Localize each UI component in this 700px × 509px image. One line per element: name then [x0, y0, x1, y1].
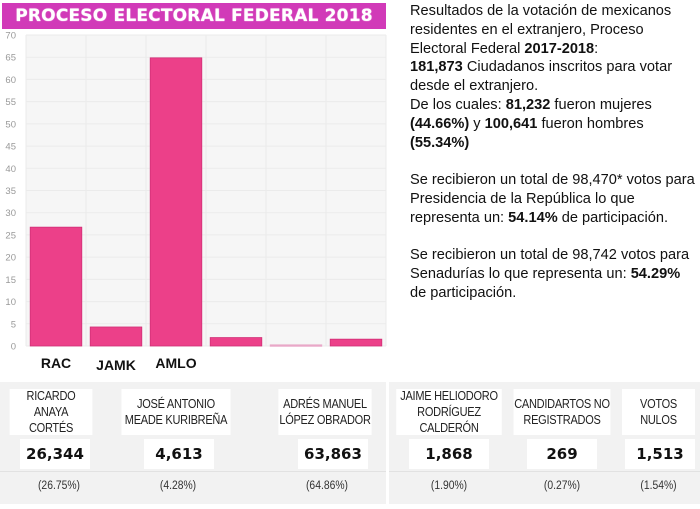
- name-line: JOSÉ ANTONIO: [137, 397, 215, 411]
- vote-count: 63,863: [298, 439, 368, 469]
- registered-count: 181,873: [410, 59, 463, 76]
- name-line: CANDIDARTOS NO: [514, 397, 610, 411]
- bar-chart: 0 5 10 15 20 25 30 35 40 45 50 55 60 65 70 RAC JAMK AMLO: [0, 29, 388, 374]
- gender-text-3: fueron hombres: [537, 115, 644, 132]
- bar-item-4: [209, 337, 263, 347]
- name-line: MEADE KURIBREÑA: [124, 413, 228, 427]
- x-tick-label: JAMK: [96, 357, 136, 373]
- y-tick-label: 35: [5, 186, 16, 197]
- vote-percent: (4.28%): [159, 480, 197, 492]
- gender-text-2: y: [469, 115, 485, 132]
- name-line: CORTÉS: [28, 421, 74, 435]
- chart-title: PROCESO ELECTORAL FEDERAL 2018: [2, 3, 386, 29]
- name-line: RICARDO ANAYA: [26, 389, 76, 419]
- senate-text: Se recibieron un total de 98,742 votos p…: [410, 247, 690, 283]
- y-tick-label: 20: [5, 253, 16, 264]
- summary-colon: :: [594, 40, 599, 57]
- result-column: JOSÉ ANTONIO MEADE KURIBREÑA 4,613 (4.28%…: [114, 382, 242, 504]
- results-table-right: JAIME HELIODORO RODRÍGUEZ CALDERÓN 1,868 …: [389, 382, 700, 504]
- registered-text: Ciudadanos inscritos para votar desde el…: [410, 59, 673, 95]
- y-tick-label: 50: [5, 119, 16, 130]
- vote-count: 269: [527, 439, 597, 469]
- candidate-name: CANDIDARTOS NO REGISTRADOS: [513, 389, 611, 435]
- y-tick-label: 10: [5, 297, 16, 308]
- women-count: 81,232: [505, 96, 551, 113]
- candidate-name: JAIME HELIODORO RODRÍGUEZ CALDERÓN: [396, 389, 502, 435]
- vote-count: 26,344: [20, 439, 90, 469]
- row-divider: [389, 471, 700, 472]
- vote-percent: (26.75%): [37, 480, 80, 492]
- summary-years: 2017-2018: [524, 40, 595, 57]
- bar-item-5: [269, 344, 323, 347]
- candidate-name: ADRÉS MANUEL LÓPEZ OBRADOR: [278, 389, 372, 435]
- vote-percent: (1.90%): [430, 480, 468, 492]
- candidate-name: JOSÉ ANTONIO MEADE KURIBREÑA: [121, 389, 231, 435]
- vote-percent: (0.27%): [543, 480, 581, 492]
- presidency-text-end: de participación.: [557, 209, 669, 226]
- name-line: REGISTRADOS: [523, 413, 601, 427]
- x-tick-label: AMLO: [155, 355, 196, 371]
- bar-item-6: [329, 338, 383, 347]
- women-pct: (44.66%): [410, 115, 470, 132]
- y-tick-label: 15: [5, 275, 16, 286]
- y-tick-label: 55: [5, 97, 16, 108]
- presidency-pct: 54.14%: [508, 209, 558, 226]
- summary-intro-text: Resultados de la votación de mexicanos r…: [410, 3, 672, 57]
- men-pct: (55.34%): [410, 134, 470, 151]
- bar-jamk: [89, 326, 143, 347]
- summary-paragraph-senate: Se recibieron un total de 98,742 votos p…: [410, 246, 700, 302]
- name-line: ADRÉS MANUEL: [283, 397, 367, 411]
- y-tick-label: 0: [11, 342, 16, 353]
- candidate-name: VOTOS NULOS: [621, 389, 696, 435]
- vote-percent: (64.86%): [305, 480, 348, 492]
- men-count: 100,641: [484, 115, 538, 132]
- bar-rac: [29, 226, 83, 347]
- vote-count: 1,868: [409, 439, 489, 469]
- summary-paragraph-intro: Resultados de la votación de mexicanos r…: [410, 2, 700, 96]
- senate-pct: 54.29%: [630, 266, 681, 283]
- summary-paragraph-presidency: Se recibieron un total de 98,470* votos …: [410, 171, 700, 227]
- vote-percent: (1.54%): [640, 480, 677, 492]
- result-column: ADRÉS MANUEL LÓPEZ OBRADOR 63,863 (64.86%…: [268, 382, 386, 504]
- result-column: JAIME HELIODORO RODRÍGUEZ CALDERÓN 1,868 …: [389, 382, 509, 504]
- y-tick-label: 60: [5, 75, 16, 86]
- y-tick-label: 70: [5, 31, 16, 42]
- senate-text-end: de participación.: [410, 284, 517, 301]
- name-line: LÓPEZ OBRADOR: [279, 413, 371, 427]
- y-tick-label: 40: [5, 164, 16, 175]
- presidency-text: Se recibieron un total de 98,470* votos …: [410, 172, 695, 226]
- results-table-left: RICARDO ANAYA CORTÉS 26,344 (26.75%) JOSÉ…: [0, 382, 386, 504]
- vote-count: 4,613: [144, 439, 214, 469]
- summary-paragraph-gender: De los cuales: 81,232 fueron mujeres (44…: [410, 96, 700, 152]
- gender-text-1: fueron mujeres: [550, 96, 652, 113]
- result-column: VOTOS NULOS 1,513 (1.54%): [617, 382, 700, 504]
- name-line: JAIME HELIODORO: [400, 389, 498, 403]
- result-column: RICARDO ANAYA CORTÉS 26,344 (26.75%): [0, 382, 128, 504]
- y-tick-label: 30: [5, 208, 16, 219]
- bar-chart-svg: 0 5 10 15 20 25 30 35 40 45 50 55 60 65 70 RAC JAMK AMLO: [5, 31, 387, 373]
- y-tick-label: 45: [5, 142, 16, 153]
- candidate-name: RICARDO ANAYA CORTÉS: [9, 389, 93, 435]
- name-line: VOTOS NULOS: [640, 397, 677, 427]
- row-divider: [0, 471, 386, 472]
- result-column: CANDIDARTOS NO REGISTRADOS 269 (0.27%): [507, 382, 617, 504]
- y-tick-label: 65: [5, 53, 16, 64]
- gender-intro: De los cuales:: [410, 96, 506, 113]
- y-tick-label: 25: [5, 230, 16, 241]
- name-line: RODRÍGUEZ CALDERÓN: [417, 405, 481, 435]
- y-tick-label: 5: [11, 319, 16, 330]
- x-tick-label: RAC: [41, 355, 71, 371]
- summary-text: Resultados de la votación de mexicanos r…: [410, 2, 700, 303]
- bar-amlo: [149, 57, 203, 347]
- vote-count: 1,513: [625, 439, 695, 469]
